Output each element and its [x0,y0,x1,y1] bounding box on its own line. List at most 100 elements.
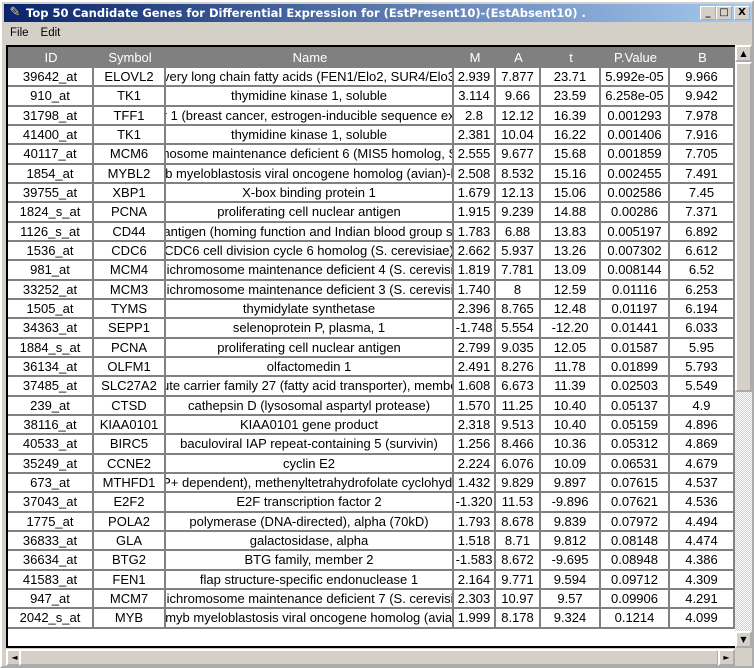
cell-name[interactable]: thymidine kinase 1, soluble [166,125,454,146]
cell-name[interactable]: solute carrier family 27 (fatty acid tra… [166,377,454,397]
cell-p-value[interactable]: 0.008144 [601,261,670,281]
cell-b[interactable]: 4.386 [670,551,735,571]
cell-symbol[interactable]: CCNE2 [94,454,166,474]
cell-name[interactable]: selenoprotein P, plasma, 1 [166,319,454,339]
cell-p-value[interactable]: 0.1214 [601,609,670,629]
cell-name[interactable]: BTG family, member 2 [166,551,454,571]
cell-t[interactable]: 13.09 [541,261,601,281]
cell-id[interactable]: 1824_s_at [8,203,94,223]
maximize-button[interactable]: □ [716,6,732,20]
cell-id[interactable]: 36134_at [8,357,94,378]
cell-p-value[interactable]: 0.002586 [601,183,670,204]
cell-id[interactable]: 31798_at [8,106,94,126]
table-row[interactable]: 37485_atSLC27A2solute carrier family 27 … [8,377,735,397]
cell-p-value[interactable]: 0.09906 [601,589,670,610]
cell-p-value[interactable]: 0.00286 [601,203,670,223]
cell-id[interactable]: 35249_at [8,454,94,474]
cell-b[interactable]: 4.099 [670,609,735,629]
cell-id[interactable]: 1854_at [8,164,94,184]
table-row[interactable]: 35249_at CCNE2 cyclin E2 2.224 6.076 10.09 0.0… [8,454,735,474]
cell-symbol[interactable]: XBP1 [94,183,166,204]
cell-a[interactable]: 7.781 [496,261,541,281]
cell-a[interactable]: 9.513 [496,415,541,436]
cell-id[interactable]: 1126_s_at [8,222,94,242]
table-row[interactable]: 41400_at TK1 thymidine kinase 1, soluble 2.… [8,125,735,146]
cell-m[interactable]: 1.518 [454,531,496,552]
table-row[interactable]: 1775_at POLA2 polymerase (DNA-directed), a… [8,512,735,532]
cell-symbol[interactable]: SEPP1 [94,319,166,339]
cell-a[interactable]: 8.276 [496,357,541,378]
table-row[interactable]: 37043_at E2F2 E2F transcription factor 2 -1… [8,493,735,513]
cell-name[interactable]: flap structure-specific endonuclease 1 [166,570,454,590]
cell-b[interactable]: 4.291 [670,589,735,610]
cell-name[interactable]: v-myb myeloblastosis viral oncogene homo… [166,164,454,184]
cell-t[interactable]: 11.78 [541,357,601,378]
table-row[interactable]: 40533_at BIRC5 baculoviral IAP repeat-cont… [8,435,735,455]
cell-m[interactable]: 1.783 [454,222,496,242]
cell-name[interactable]: proliferating cell nuclear antigen [166,338,454,358]
cell-b[interactable]: 4.494 [670,512,735,532]
cell-b[interactable]: 7.491 [670,164,735,184]
cell-a[interactable]: 12.12 [496,106,541,126]
cell-symbol[interactable]: PCNA [94,338,166,358]
cell-b[interactable]: 6.612 [670,241,735,262]
cell-symbol[interactable]: MCM6 [94,145,166,165]
cell-id[interactable]: 36634_at [8,551,94,571]
cell-m[interactable]: 2.224 [454,454,496,474]
cell-a[interactable]: 6.88 [496,222,541,242]
cell-a[interactable]: 9.66 [496,87,541,107]
cell-p-value[interactable]: 0.01116 [601,280,670,300]
cell-a[interactable]: 8 [496,280,541,300]
table-row[interactable]: 1505_at TYMS thymidylate synthetase 2.396 8.… [8,299,735,320]
cell-t[interactable]: 15.06 [541,183,601,204]
table-row[interactable]: 1824_s_at PCNA proliferating cell nuclear … [8,203,735,223]
cell-a[interactable]: 7.877 [496,68,541,88]
cell-m[interactable]: 2.381 [454,125,496,146]
vertical-scroll-thumb[interactable] [735,62,752,392]
cell-m[interactable]: 1.819 [454,261,496,281]
cell-p-value[interactable]: 0.001293 [601,106,670,126]
cell-symbol[interactable]: CDC6 [94,241,166,262]
cell-m[interactable]: 2.303 [454,589,496,610]
cell-symbol[interactable]: SLC27A2 [94,377,166,397]
cell-name[interactable]: cyclin E2 [166,454,454,474]
cell-a[interactable]: 8.532 [496,164,541,184]
cell-t[interactable]: 12.05 [541,338,601,358]
cell-p-value[interactable]: 5.992e-05 [601,68,670,88]
cell-b[interactable]: 5.793 [670,357,735,378]
cell-p-value[interactable]: 0.07615 [601,473,670,494]
cell-m[interactable]: 1.679 [454,183,496,204]
cell-t[interactable]: 23.71 [541,68,601,88]
cell-m[interactable]: -1.748 [454,319,496,339]
cell-id[interactable]: 1536_at [8,241,94,262]
cell-symbol[interactable]: MYB [94,609,166,629]
cell-name[interactable]: X-box binding protein 1 [166,183,454,204]
cell-symbol[interactable]: TFF1 [94,106,166,126]
table-row[interactable]: 39755_at XBP1 X-box binding protein 1 1.679… [8,183,735,204]
cell-name[interactable]: proliferating cell nuclear antigen [166,203,454,223]
cell-a[interactable]: 8.71 [496,531,541,552]
cell-b[interactable]: 4.869 [670,435,735,455]
cell-id[interactable]: 41583_at [8,570,94,590]
cell-symbol[interactable]: MCM7 [94,589,166,610]
cell-name[interactable]: KIAA0101 gene product [166,415,454,436]
cell-p-value[interactable]: 0.08948 [601,551,670,571]
cell-id[interactable]: 1775_at [8,512,94,532]
cell-id[interactable]: 38116_at [8,415,94,436]
cell-a[interactable]: 8.178 [496,609,541,629]
cell-m[interactable]: 1.570 [454,396,496,416]
cell-b[interactable]: 4.896 [670,415,735,436]
cell-t[interactable]: 13.83 [541,222,601,242]
cell-m[interactable]: -1.320 [454,493,496,513]
cell-m[interactable]: 2.799 [454,338,496,358]
cell-name[interactable]: minichromosome maintenance deficient 3 (… [166,280,454,300]
cell-a[interactable]: 9.035 [496,338,541,358]
cell-m[interactable]: 2.164 [454,570,496,590]
cell-symbol[interactable]: POLA2 [94,512,166,532]
cell-a[interactable]: 9.829 [496,473,541,494]
table-row[interactable]: 39642_at ELOVL2 very long chain fatty acid… [8,68,735,88]
cell-p-value[interactable]: 0.05159 [601,415,670,436]
cell-t[interactable]: 15.68 [541,145,601,165]
cell-name[interactable]: minichromosome maintenance deficient 6 (… [166,145,454,165]
cell-a[interactable]: 11.53 [496,493,541,513]
